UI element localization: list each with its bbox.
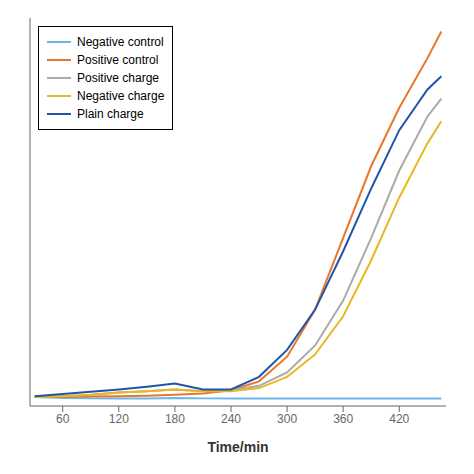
svg-text:300: 300 bbox=[277, 412, 297, 426]
svg-text:240: 240 bbox=[221, 412, 241, 426]
svg-text:120: 120 bbox=[109, 412, 129, 426]
html-text:Positive charge: Positive charge bbox=[77, 71, 159, 85]
svg-text:60: 60 bbox=[56, 412, 70, 426]
html-text:Negative control: Negative control bbox=[77, 35, 164, 49]
html-text:Plain charge: Plain charge bbox=[77, 107, 144, 121]
html-text:Positive control: Positive control bbox=[77, 53, 159, 67]
html-text:Negative charge: Negative charge bbox=[77, 89, 165, 103]
svg-text:Time/min: Time/min bbox=[207, 439, 268, 455]
svg-text:360: 360 bbox=[333, 412, 353, 426]
svg-text:180: 180 bbox=[165, 412, 185, 426]
svg-text:420: 420 bbox=[389, 412, 409, 426]
